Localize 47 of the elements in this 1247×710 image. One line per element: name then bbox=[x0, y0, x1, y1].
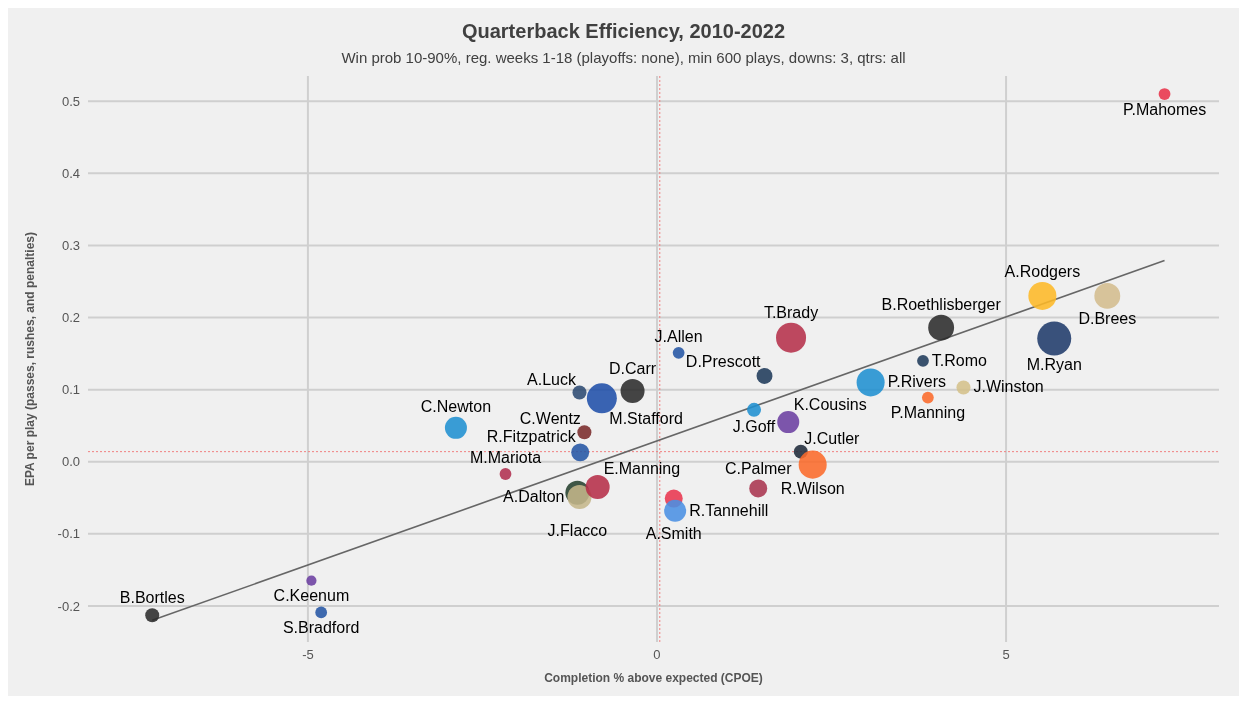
x-tick-label: -5 bbox=[302, 647, 314, 663]
annotation: E.Manning bbox=[603, 459, 681, 477]
annotation: C.Keenum bbox=[273, 586, 350, 604]
annotation: B.Roethlisberger bbox=[881, 295, 1002, 313]
y-tick-label: 0.1 bbox=[61, 382, 80, 398]
annotation: P.Mahomes bbox=[1122, 100, 1207, 118]
y-tick-label: 0.0 bbox=[61, 454, 80, 470]
annotation: M.Stafford bbox=[609, 410, 683, 428]
y-tick-label: -0.1 bbox=[57, 526, 80, 542]
annotation: C.Palmer bbox=[724, 460, 793, 478]
y-tick-label: 0.5 bbox=[61, 93, 80, 109]
annotation: K.Cousins bbox=[793, 396, 867, 414]
annotation: T.Romo bbox=[931, 351, 988, 369]
x-axis-title: Completion % above expected (CPOE) bbox=[544, 671, 763, 685]
x-tick-label: 5 bbox=[1002, 647, 1010, 663]
annotation: R.Wilson bbox=[780, 479, 845, 497]
annotation: R.Tannehill bbox=[689, 501, 769, 519]
annotation: A.Smith bbox=[645, 524, 702, 542]
annotation: R.Fitzpatrick bbox=[486, 428, 577, 446]
y-tick-label: 0.4 bbox=[61, 165, 80, 181]
annotation: D.Carr bbox=[609, 360, 657, 378]
annotation: S.Bradford bbox=[282, 619, 360, 637]
annotation: J.Goff bbox=[732, 417, 776, 435]
y-tick-label: 0.3 bbox=[61, 238, 80, 254]
annotation: M.Mariota bbox=[469, 449, 542, 467]
annotation: D.Brees bbox=[1078, 309, 1137, 327]
annotation: C.Newton bbox=[420, 397, 492, 415]
annotation: A.Luck bbox=[527, 370, 577, 388]
annotation: P.Rivers bbox=[887, 373, 947, 391]
annotation: A.Rodgers bbox=[1004, 262, 1081, 280]
y-tick-label: 0.2 bbox=[61, 310, 80, 326]
annotation: P.Manning bbox=[890, 404, 966, 422]
annotation: D.Prescott bbox=[685, 352, 762, 370]
y-tick-label: -0.2 bbox=[57, 598, 80, 614]
annotation: B.Bortles bbox=[119, 589, 185, 607]
annotation: C.Wentz bbox=[519, 410, 581, 428]
y-axis-title: EPA per play (passes, rushes, and penalties) bbox=[23, 231, 38, 487]
annotation: A.Dalton bbox=[503, 488, 565, 506]
chart-subtitle: Win prob 10-90%, reg. weeks 1-18 (playoffs: none), min 600 plays, downs: 3, qtrs: all bbox=[340, 49, 907, 66]
annotation: J.Allen bbox=[654, 327, 703, 345]
annotation: J.Winston bbox=[973, 378, 1044, 396]
annotation: J.Flacco bbox=[547, 521, 608, 539]
x-tick-label: 0 bbox=[653, 647, 661, 663]
annotation: T.Brady bbox=[763, 303, 819, 321]
chart-title: Quarterback Efficiency, 2010-2022 bbox=[460, 20, 787, 43]
annotation: J.Cutler bbox=[804, 429, 861, 447]
annotation: M.Ryan bbox=[1026, 356, 1082, 374]
